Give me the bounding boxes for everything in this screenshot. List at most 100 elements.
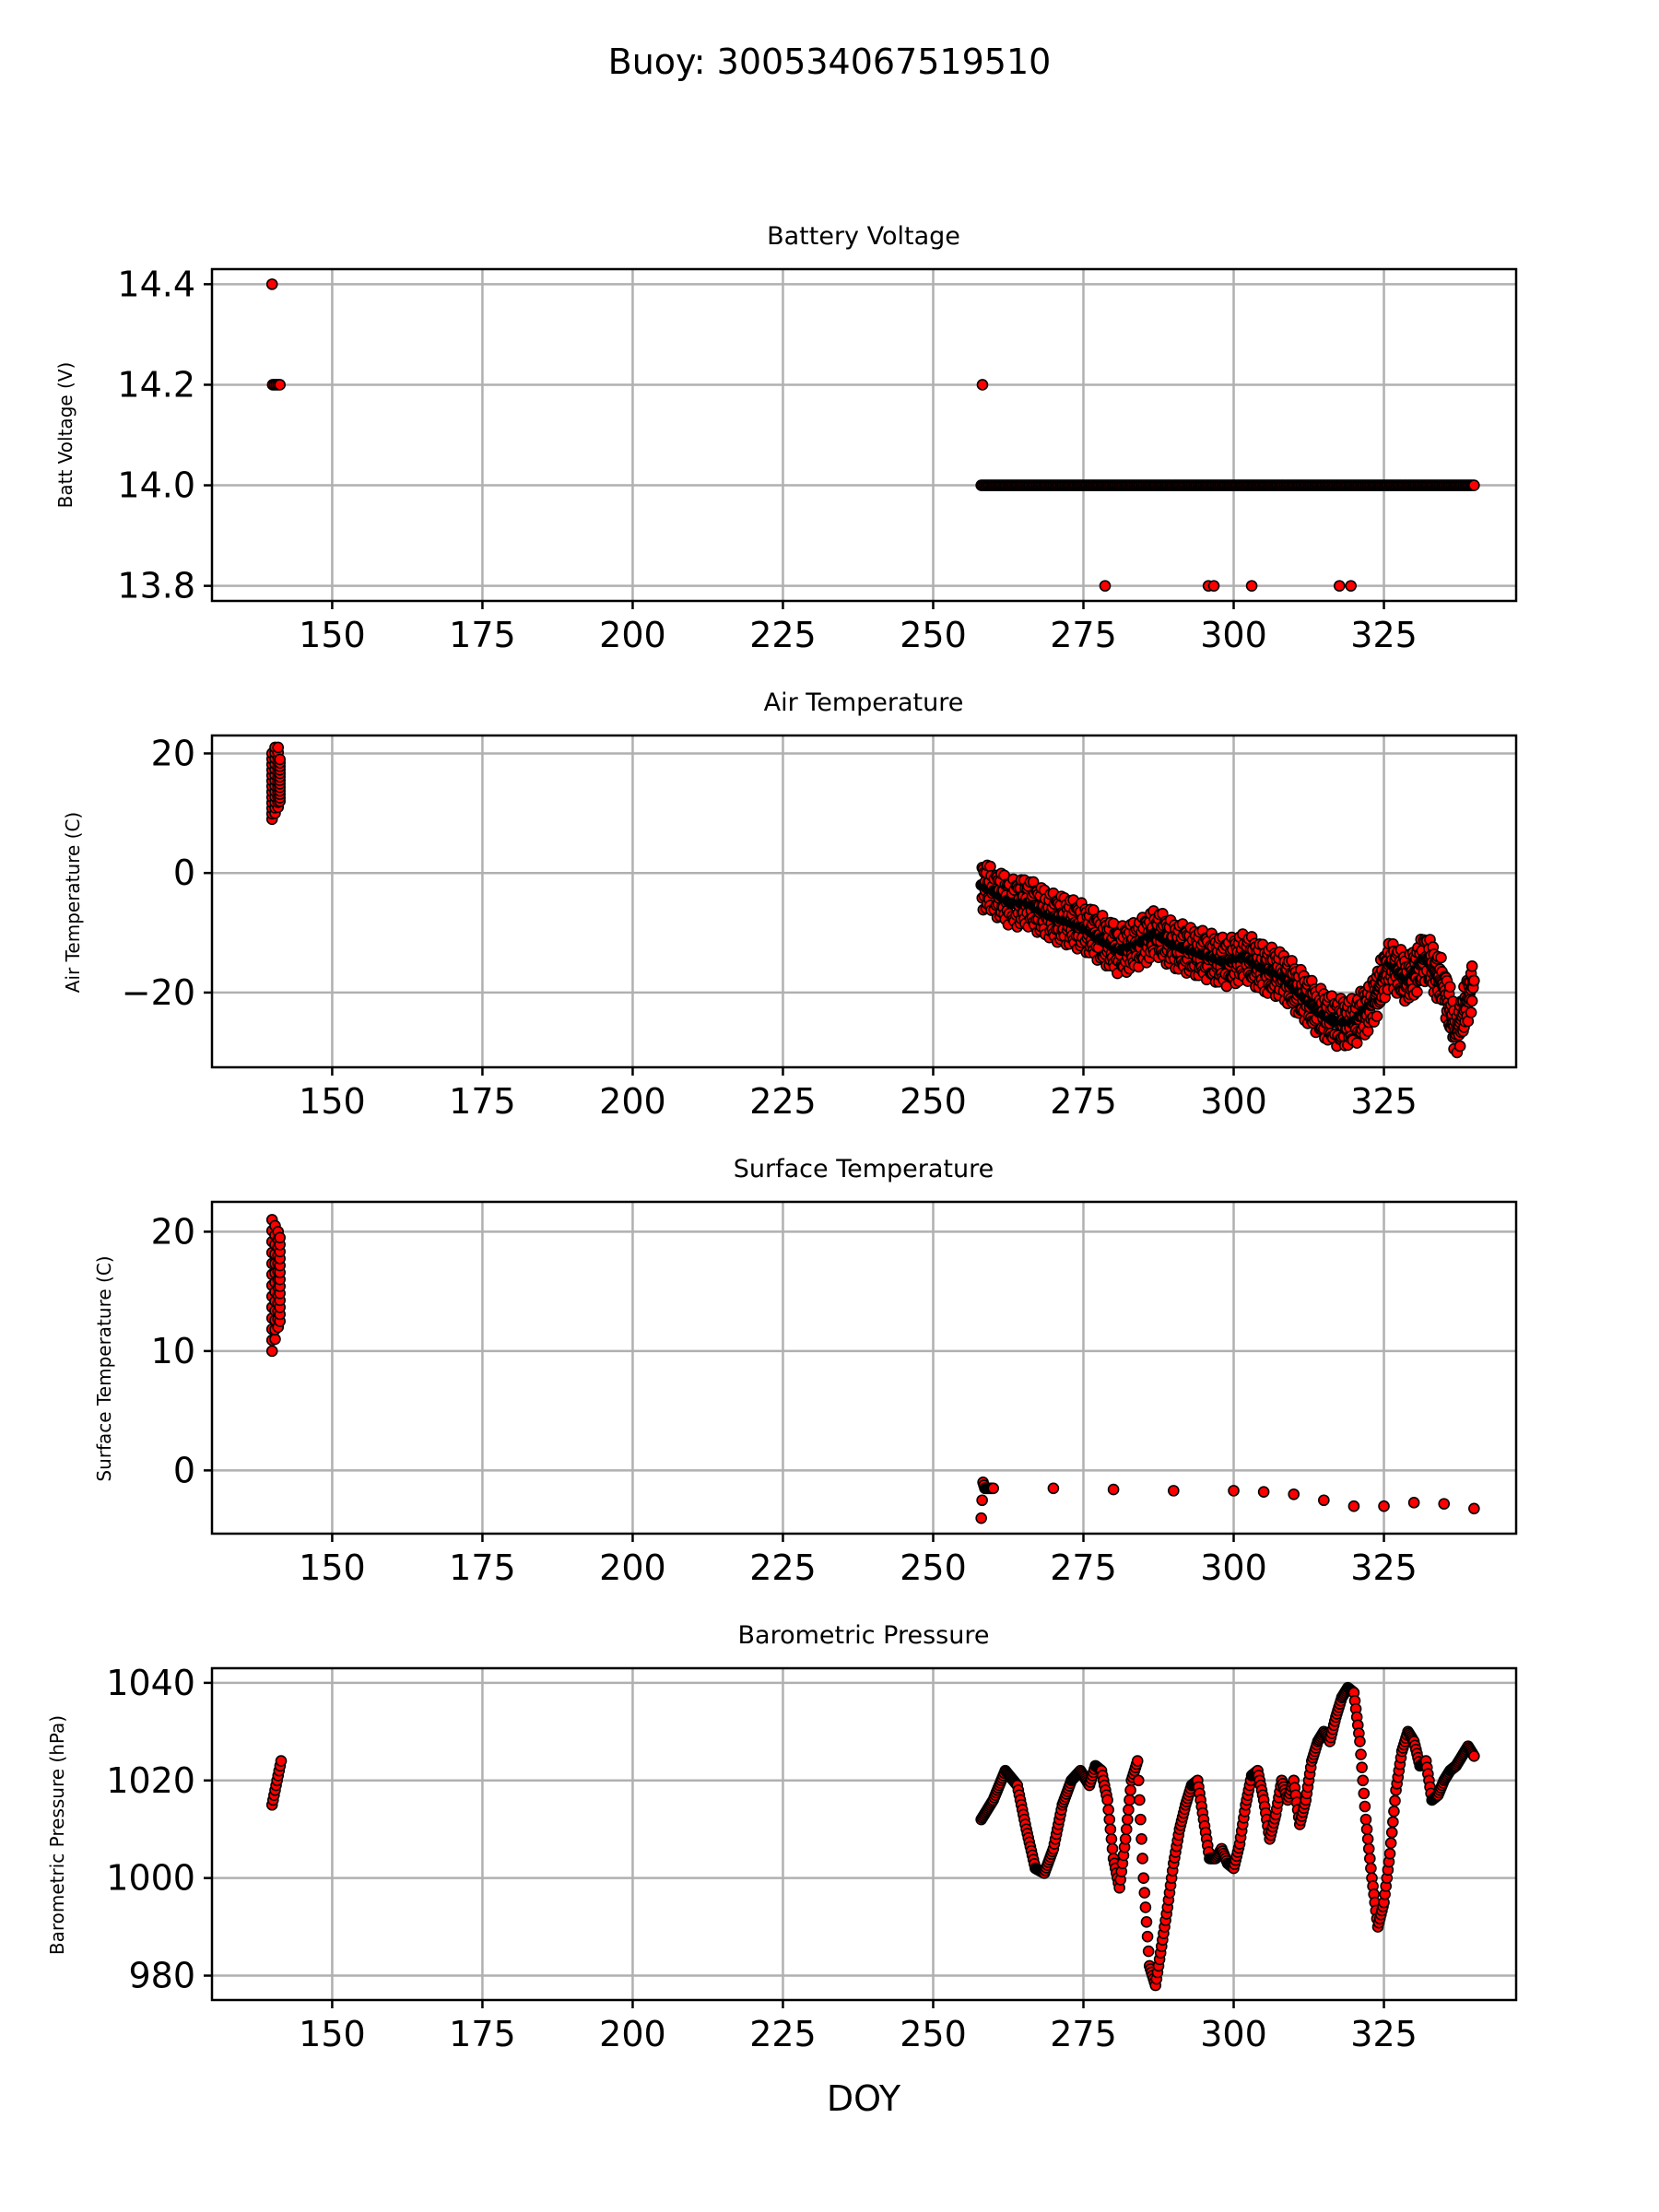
- x-tick-label: 225: [749, 2014, 817, 2054]
- data-point: [1105, 1832, 1118, 1845]
- y-axis-label: Air Temperature (C): [62, 812, 84, 993]
- data-point: [1138, 1887, 1151, 1899]
- data-point: [1389, 1794, 1401, 1807]
- data-point: [1468, 1749, 1480, 1762]
- data-point: [1443, 981, 1456, 993]
- x-tick-label: 250: [900, 615, 967, 655]
- data-point: [1350, 1037, 1363, 1049]
- data-point: [1131, 1755, 1144, 1767]
- x-tick-label: 275: [1050, 2014, 1117, 2054]
- data-point: [1468, 974, 1480, 987]
- data-point: [987, 1482, 999, 1495]
- x-tick-label: 275: [1050, 615, 1117, 655]
- y-tick-label: 20: [151, 1211, 195, 1252]
- data-point: [1384, 1837, 1397, 1850]
- y-tick-label: 14.0: [117, 465, 195, 506]
- y-tick-label: 14.4: [117, 264, 195, 304]
- data-point: [265, 1345, 278, 1358]
- data-point: [1365, 1862, 1377, 1875]
- data-point: [1288, 1488, 1300, 1500]
- x-tick-label: 150: [299, 2014, 366, 2054]
- data-point: [1453, 1040, 1466, 1053]
- data-point: [1168, 1485, 1180, 1497]
- y-tick-label: 980: [128, 1956, 195, 1996]
- data-point: [1358, 1787, 1371, 1800]
- axes-frame: [210, 1666, 1518, 2002]
- data-point: [1435, 951, 1447, 964]
- x-tick-label: 175: [449, 1081, 516, 1122]
- data-point: [1140, 1915, 1153, 1928]
- x-tick-label: 325: [1350, 1547, 1418, 1588]
- x-tick-label: 225: [749, 615, 817, 655]
- data-point: [1465, 1006, 1477, 1018]
- data-point: [1047, 1482, 1060, 1495]
- data-point: [1465, 960, 1478, 972]
- data-point: [1411, 985, 1423, 998]
- data-point: [1378, 1500, 1390, 1512]
- y-axis-label: Surface Temperature (C): [93, 1255, 115, 1481]
- data-point: [1257, 1486, 1270, 1498]
- data-point: [1364, 1853, 1376, 1865]
- data-point: [1345, 580, 1357, 592]
- y-tick-label: 20: [151, 733, 195, 773]
- data-point: [1385, 1826, 1398, 1839]
- data-point: [1245, 580, 1258, 592]
- y-tick-label: 1020: [106, 1760, 195, 1801]
- data-point: [1141, 1930, 1154, 1943]
- x-tick-label: 150: [299, 615, 366, 655]
- panel-air-temperature: Air Temperature Air Temperature (C) 150 1…: [62, 688, 1518, 1122]
- data-point: [1371, 1010, 1383, 1022]
- y-tick-label: 10: [151, 1331, 195, 1371]
- data-point: [975, 1512, 987, 1524]
- panel-barometric-pressure: Barometric Pressure Barometric Pressure …: [46, 1621, 1518, 2054]
- data-point: [1135, 1813, 1147, 1826]
- x-tick-label: 175: [449, 2014, 516, 2054]
- data-point: [1359, 1800, 1371, 1813]
- y-axis-label: Barometric Pressure (hPa): [46, 1715, 68, 1955]
- data-point: [1407, 1497, 1420, 1509]
- x-tick-label: 225: [749, 1081, 817, 1122]
- x-tick-label: 200: [599, 1547, 666, 1588]
- axes-frame: [210, 1200, 1518, 1535]
- data-point: [274, 753, 286, 766]
- x-tick-label: 250: [900, 1547, 967, 1588]
- data-point: [1122, 1813, 1134, 1826]
- data-point: [1359, 1813, 1372, 1826]
- data-point: [1107, 1483, 1120, 1496]
- data-point: [1465, 994, 1478, 1007]
- x-tick-label: 325: [1350, 615, 1418, 655]
- y-tick-label: 1040: [106, 1663, 195, 1703]
- panel-title: Surface Temperature: [734, 1155, 994, 1183]
- axes-frame: [210, 267, 1518, 603]
- y-tick-label: 0: [173, 1450, 195, 1490]
- data-point: [1134, 1794, 1146, 1806]
- data-point: [1124, 1784, 1136, 1796]
- data-point: [1388, 1805, 1400, 1818]
- x-tick-label: 225: [749, 1547, 817, 1588]
- data-point: [1333, 580, 1346, 592]
- data-point: [1468, 1502, 1480, 1515]
- x-tick-label: 300: [1200, 2014, 1267, 2054]
- y-tick-label: 14.2: [117, 364, 195, 405]
- x-tick-label: 150: [299, 1547, 366, 1588]
- y-tick-label: 1000: [106, 1858, 195, 1899]
- data-point: [1207, 580, 1220, 592]
- axes-frame: [210, 734, 1518, 1069]
- data-point: [1318, 1494, 1330, 1507]
- data-point: [1355, 1748, 1367, 1760]
- x-tick-label: 150: [299, 1081, 366, 1122]
- figure-title: Buoy: 300534067519510: [608, 41, 1052, 82]
- data-point: [984, 860, 996, 873]
- panel-battery-voltage: Battery Voltage Batt Voltage (V) 150 175 2…: [54, 222, 1518, 655]
- panel-title: Battery Voltage: [767, 222, 960, 251]
- data-point: [272, 741, 285, 754]
- y-axis-label: Batt Voltage (V): [54, 362, 76, 509]
- data-point: [1103, 1813, 1116, 1826]
- data-point: [976, 379, 989, 391]
- y-tick-label: −20: [122, 972, 195, 1013]
- panel-surface-temperature: Surface Temperature Surface Temperature …: [93, 1155, 1518, 1588]
- x-tick-label: 300: [1200, 1547, 1267, 1588]
- data-point: [1123, 1804, 1135, 1816]
- x-tick-label: 200: [599, 1081, 666, 1122]
